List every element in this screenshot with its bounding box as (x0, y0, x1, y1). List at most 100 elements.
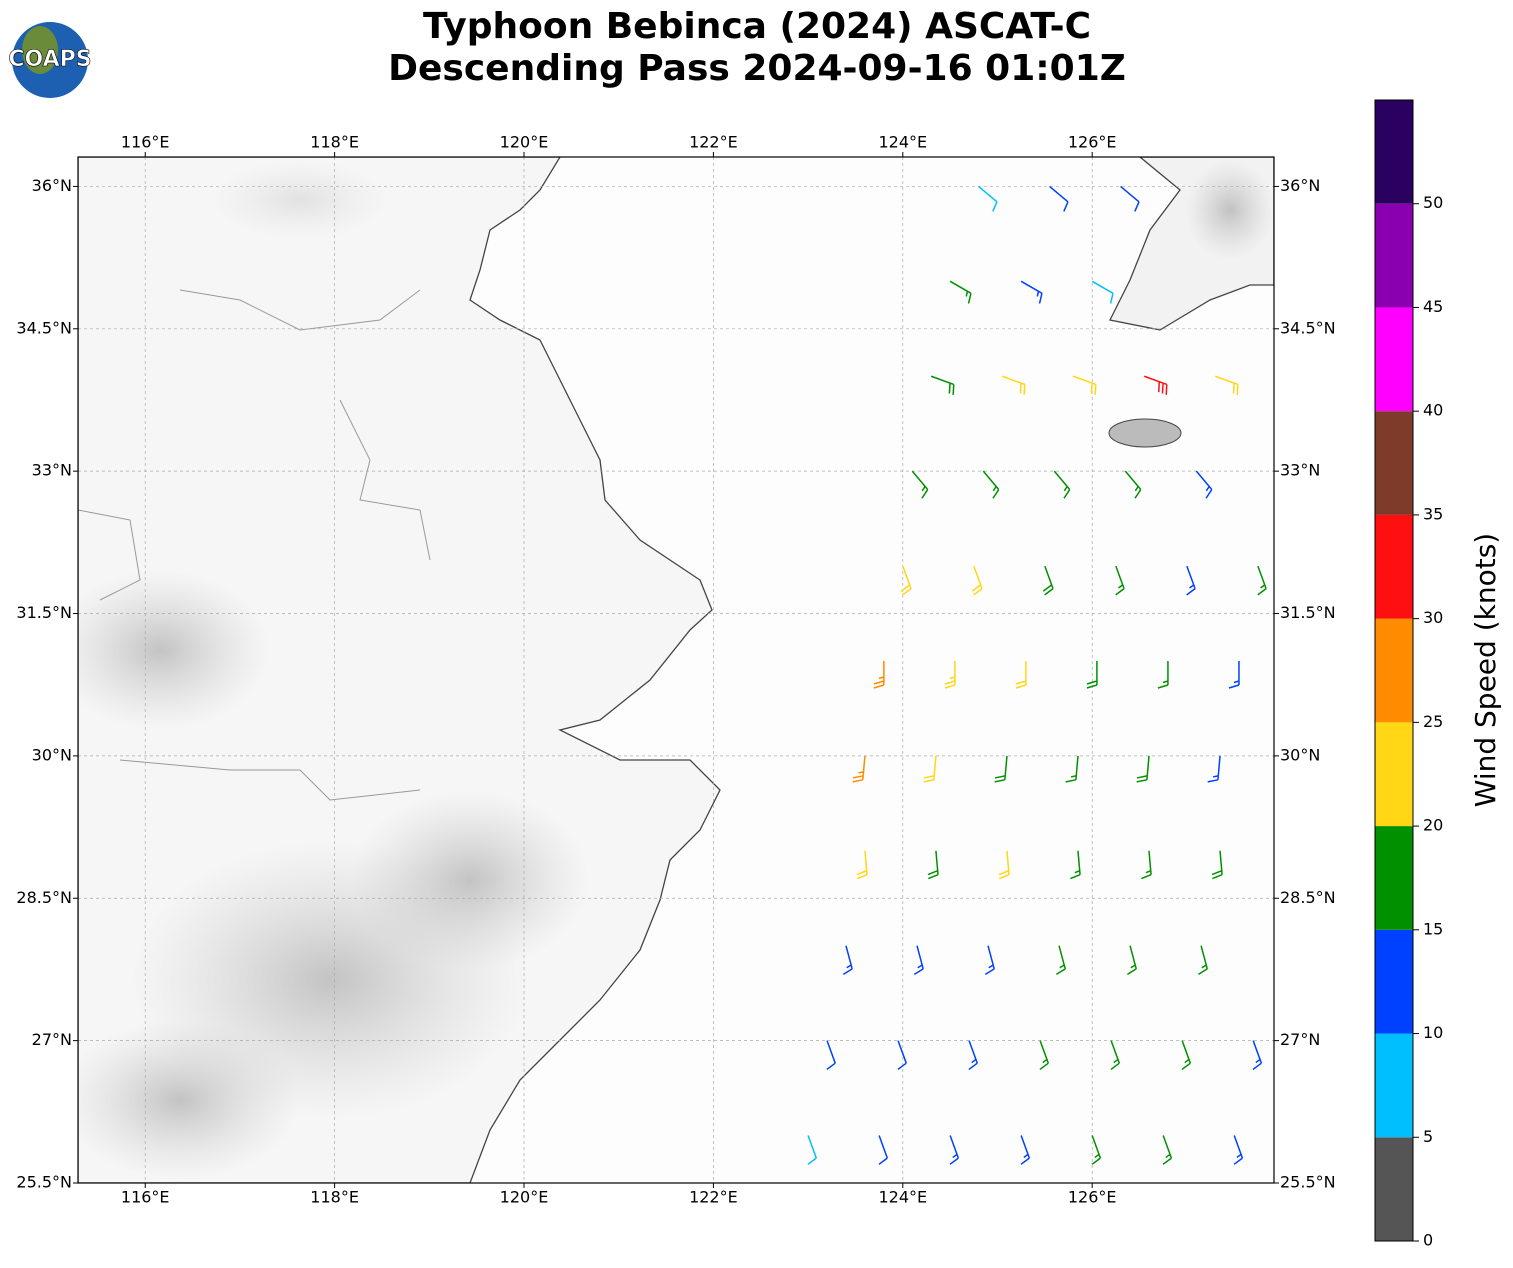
lat-tick-label: 33°N (32, 461, 72, 480)
wind-barb (1215, 375, 1239, 395)
lat-tick-label: 25.5°N (1280, 1173, 1336, 1192)
wind-barbs (807, 185, 1267, 1165)
wind-barb (826, 1040, 836, 1071)
logo-land (22, 26, 58, 74)
title-line: Descending Pass 2024-09-16 01:01Z (388, 48, 1126, 89)
wind-barb (1001, 375, 1026, 395)
wind-barb (968, 1040, 978, 1071)
wind-barb (1136, 755, 1150, 783)
wind-barb (1198, 945, 1209, 976)
wind-barb (1115, 565, 1125, 596)
wind-barb (1055, 945, 1066, 976)
colorbar-segment (1375, 1137, 1413, 1241)
lon-tick-label: 116°E (121, 133, 170, 152)
colorbar-segment (1375, 1033, 1413, 1138)
wind-barb (873, 660, 885, 689)
colorbar-segment (1375, 307, 1413, 412)
colorbar-segment (1375, 929, 1413, 1034)
wind-barb (994, 755, 1008, 783)
lat-tick-label: 25.5°N (16, 1173, 72, 1192)
colorbar-tick-label: 50 (1423, 193, 1443, 212)
wind-barb (927, 850, 939, 880)
colorbar-frame (1374, 99, 1414, 1242)
lat-tick-label: 30°N (32, 745, 72, 764)
lat-tick-label: 36°N (1280, 176, 1320, 195)
wind-barb (1053, 470, 1071, 499)
jeju-island (1108, 418, 1182, 448)
wind-barb (1065, 755, 1079, 783)
map-background (78, 157, 1274, 1183)
lon-tick-label: 126°E (1068, 133, 1117, 152)
wind-barb (856, 850, 868, 880)
wind-barb (1039, 1040, 1050, 1071)
wind-barb (878, 1135, 889, 1165)
wind-barb (1110, 1040, 1121, 1071)
colorbar-tick-label: 20 (1423, 816, 1443, 835)
lat-tick-label: 36°N (32, 176, 72, 195)
wind-barb (984, 945, 995, 976)
colorbar-tick-label: 45 (1423, 297, 1443, 316)
wind-barb (1162, 1135, 1173, 1165)
wind-barb (923, 755, 937, 783)
lat-tick-label: 27°N (1280, 1030, 1320, 1049)
lon-tick-label: 126°E (1068, 1188, 1117, 1207)
boundaries (78, 289, 431, 801)
terrain (78, 570, 270, 730)
lat-tick-label: 28.5°N (1280, 888, 1336, 907)
colorbar-segment (1375, 514, 1413, 619)
colorbar-label: Wind Speed (knots) (1469, 533, 1502, 807)
wind-barb (1091, 280, 1114, 304)
wind-barb (998, 850, 1010, 880)
wind-barb (1257, 565, 1267, 596)
lon-tick-label: 118°E (310, 1188, 359, 1207)
logo-text: COAPS (8, 47, 91, 72)
lat-tick-label: 31.5°N (16, 603, 72, 622)
colorbar-segment (1375, 100, 1413, 204)
colorbar-segment (1375, 618, 1413, 723)
colorbar-tick-label: 40 (1423, 401, 1443, 420)
wind-barb (1020, 280, 1043, 304)
map-frame (77, 156, 1275, 1184)
lat-tick-label: 34.5°N (16, 318, 72, 337)
colorbar-tick-label: 5 (1423, 1127, 1433, 1146)
wind-barb (949, 280, 972, 304)
wind-barb (911, 470, 929, 499)
colorbar-segment (1375, 722, 1413, 827)
colorbar-tick-label: 10 (1423, 1023, 1443, 1042)
lat-tick-label: 34.5°N (1280, 318, 1336, 337)
lon-tick-label: 118°E (310, 133, 359, 152)
lon-tick-label: 122°E (689, 133, 738, 152)
lat-tick-label: 31.5°N (1280, 603, 1336, 622)
wind-barb (1141, 850, 1152, 880)
wind-barb (978, 185, 998, 212)
lon-tick-label: 116°E (121, 1188, 170, 1207)
colorbar-tick-label: 30 (1423, 608, 1443, 627)
wind-barb (1124, 470, 1142, 499)
wind-barb (1120, 185, 1140, 212)
wind-barb (1086, 660, 1098, 689)
wind-barb (1049, 185, 1069, 212)
wind-barb (1042, 565, 1054, 596)
wind-barb (944, 660, 956, 689)
wind-barb (1015, 660, 1027, 689)
colorbar-tick-label: 0 (1423, 1231, 1433, 1250)
wind-barb (852, 755, 866, 783)
wind-barb (913, 945, 924, 976)
lat-tick-label: 33°N (1280, 461, 1320, 480)
wind-barb (1072, 375, 1097, 395)
lon-tick-label: 120°E (500, 1188, 549, 1207)
terrain (1185, 160, 1274, 260)
wind-barb (900, 565, 912, 596)
terrain (78, 1020, 300, 1180)
wind-barb (930, 375, 955, 395)
colorbar-tick-label: 15 (1423, 919, 1443, 938)
wind-barb (1091, 1135, 1102, 1165)
lat-tick-label: 28.5°N (16, 888, 72, 907)
colorbar-segment (1375, 203, 1413, 308)
wind-barb (1126, 945, 1138, 976)
wind-barb (1233, 1135, 1244, 1165)
title-line: Typhoon Bebinca (2024) ASCAT-C (423, 6, 1091, 47)
lon-tick-label: 124°E (878, 133, 927, 152)
wind-barb (1144, 375, 1168, 395)
